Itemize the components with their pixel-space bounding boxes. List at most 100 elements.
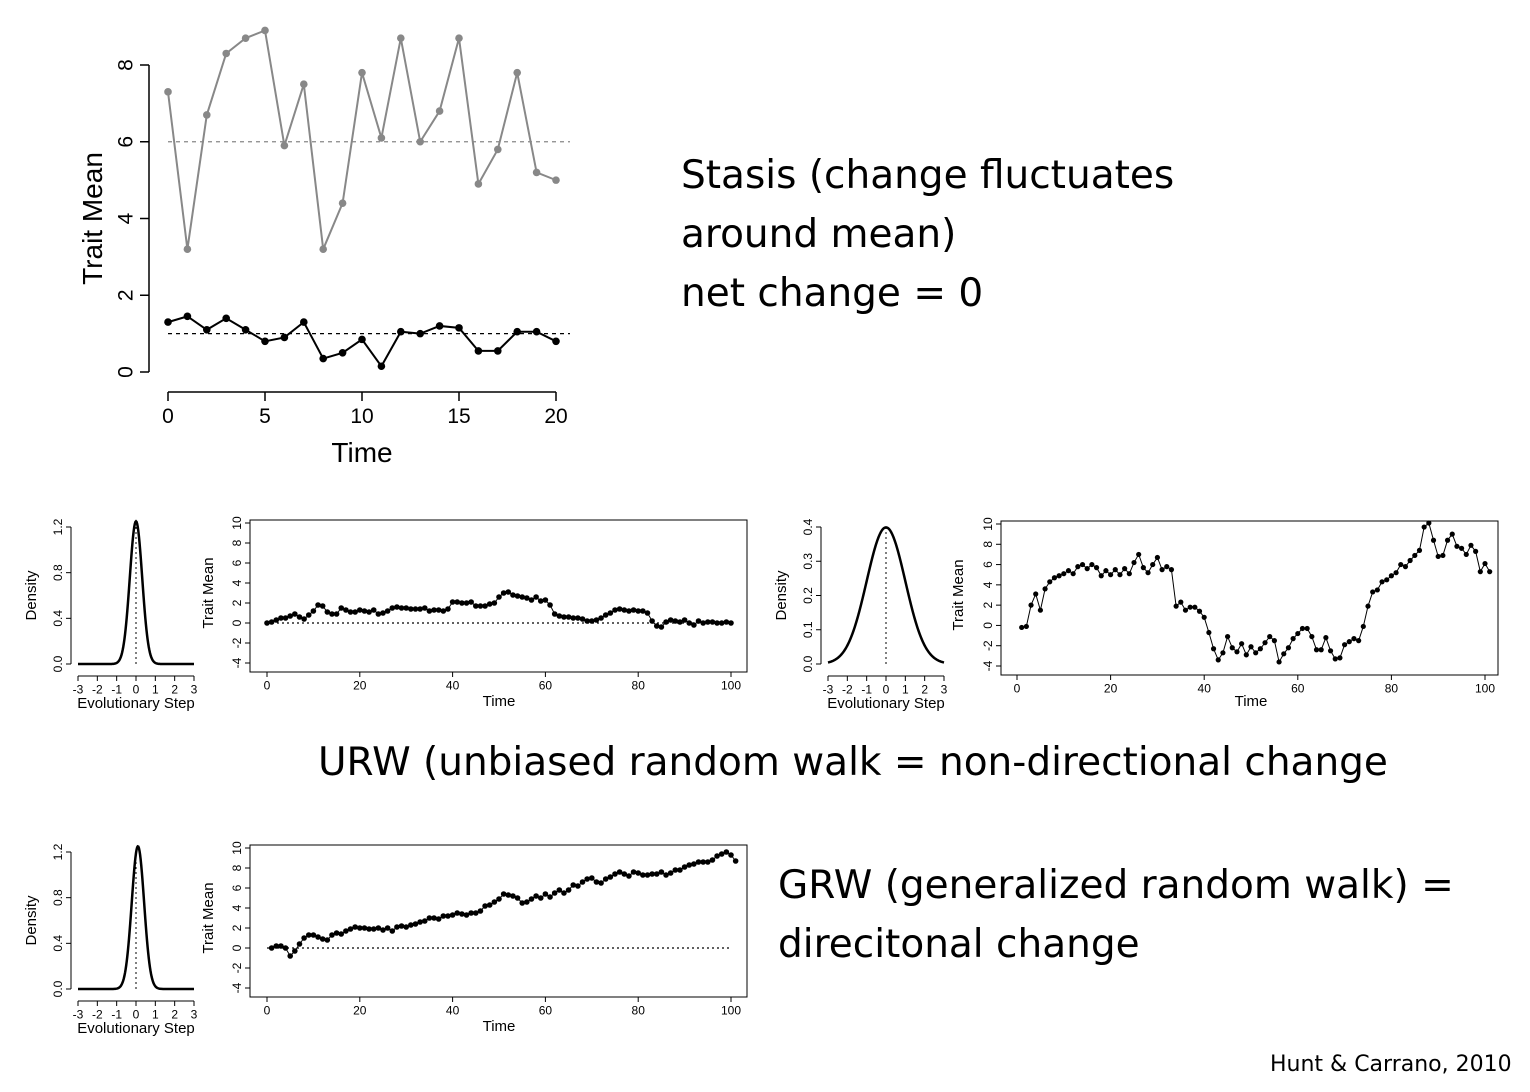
y-axis-label: Trait Mean: [950, 559, 967, 630]
data-point: [1023, 623, 1029, 630]
data-point: [343, 928, 349, 934]
data-point: [626, 873, 632, 879]
x-tick-label: 20: [353, 679, 367, 693]
y-tick-label: 4: [230, 904, 244, 911]
x-tick-label: 2: [171, 1008, 178, 1022]
data-point: [1145, 570, 1151, 576]
data-point: [222, 49, 230, 58]
data-point: [658, 869, 665, 875]
data-point: [1122, 566, 1128, 572]
y-tick-label: 6: [230, 884, 244, 891]
data-point: [222, 314, 230, 323]
data-point: [1332, 656, 1338, 662]
data-point: [301, 935, 307, 941]
data-point: [500, 891, 507, 897]
x-tick-label: 20: [1104, 682, 1118, 696]
data-point: [1374, 587, 1380, 593]
data-point: [324, 937, 331, 943]
data-point: [1079, 561, 1086, 568]
data-point: [440, 608, 447, 614]
data-point: [1239, 641, 1245, 647]
data-point: [278, 615, 284, 621]
x-tick-label: 3: [191, 1008, 198, 1022]
data-point: [1421, 524, 1427, 530]
data-point: [621, 607, 628, 613]
data-point: [280, 141, 289, 150]
data-point: [1178, 599, 1184, 605]
grw-walk-chart: 0 20 40 60 80 100 -4 -2 0 2 4 6 8 10 Time Trait Mean: [200, 841, 748, 1035]
data-point: [691, 861, 697, 867]
data-point: [513, 68, 521, 77]
data-point: [1449, 531, 1455, 537]
data-point: [1327, 648, 1334, 654]
data-point: [426, 915, 433, 921]
data-point: [338, 605, 345, 611]
data-point: [370, 926, 377, 932]
data-point: [700, 859, 706, 865]
x-axis-label: Time: [331, 437, 392, 468]
data-point: [287, 613, 293, 619]
x-tick-label: 0: [133, 683, 140, 697]
stasis-line-3: net change = 0: [681, 271, 984, 316]
data-point: [1098, 573, 1104, 579]
x-axis-label: Evolutionary Step: [77, 1020, 195, 1037]
x-tick-label: 100: [721, 1004, 741, 1018]
x-tick-label: 0: [1014, 682, 1021, 696]
data-point: [305, 612, 312, 618]
data-point: [1117, 572, 1123, 578]
data-point: [524, 899, 530, 905]
data-point: [397, 327, 405, 336]
x-tick-label: 0: [264, 1004, 271, 1018]
x-tick-label: 60: [539, 679, 553, 693]
data-point: [1070, 571, 1076, 577]
y-tick-label: 0.0: [801, 655, 815, 672]
data-point: [310, 608, 317, 614]
data-point: [384, 925, 391, 931]
y-tick-label: -2: [230, 962, 244, 973]
data-point: [375, 925, 382, 931]
data-point: [366, 609, 372, 615]
x-tick-label: -1: [111, 683, 122, 697]
x-tick-label: -1: [861, 683, 872, 697]
urw-description: URW (unbiased random walk = non-directio…: [318, 740, 1388, 785]
data-point: [1346, 639, 1352, 645]
data-point: [589, 618, 595, 624]
data-point: [491, 899, 498, 905]
data-point: [394, 924, 400, 930]
data-point: [455, 34, 463, 42]
data-point: [408, 922, 414, 928]
x-tick-label: -3: [823, 683, 834, 697]
y-tick-label: -4: [230, 657, 244, 668]
y-tick-label: 0.4: [801, 518, 815, 535]
y-tick-label: 0.3: [801, 553, 815, 570]
data-point: [552, 337, 560, 346]
y-tick-label: 0: [230, 944, 244, 951]
y-tick-label: -2: [981, 640, 995, 651]
data-point: [333, 611, 340, 617]
data-point: [552, 176, 560, 184]
data-point: [630, 607, 637, 613]
x-tick-label: 3: [941, 683, 948, 697]
data-point: [417, 606, 423, 612]
data-point: [384, 608, 391, 614]
data-point: [380, 927, 386, 933]
data-point: [358, 335, 366, 344]
data-point: [1271, 638, 1277, 644]
y-tick-label: 8: [981, 541, 995, 548]
data-point: [621, 871, 628, 877]
data-point: [1136, 551, 1142, 558]
urw-narrow-density-chart: -3 -2 -1 0 1 2 3 0.0 0.4 0.8 1.2 Evolutionary Step D…: [23, 518, 198, 712]
data-point: [1276, 659, 1282, 665]
data-point: [513, 327, 521, 336]
data-point: [459, 911, 465, 917]
data-point: [514, 895, 521, 901]
data-point: [1051, 575, 1058, 581]
x-tick-label: 80: [632, 679, 646, 693]
data-point: [1384, 577, 1390, 583]
data-point: [1126, 571, 1132, 577]
data-point: [1229, 645, 1235, 651]
x-tick-label: -2: [92, 683, 103, 697]
x-tick-label: 5: [259, 405, 271, 428]
data-point: [1295, 630, 1301, 637]
data-point: [494, 145, 502, 154]
